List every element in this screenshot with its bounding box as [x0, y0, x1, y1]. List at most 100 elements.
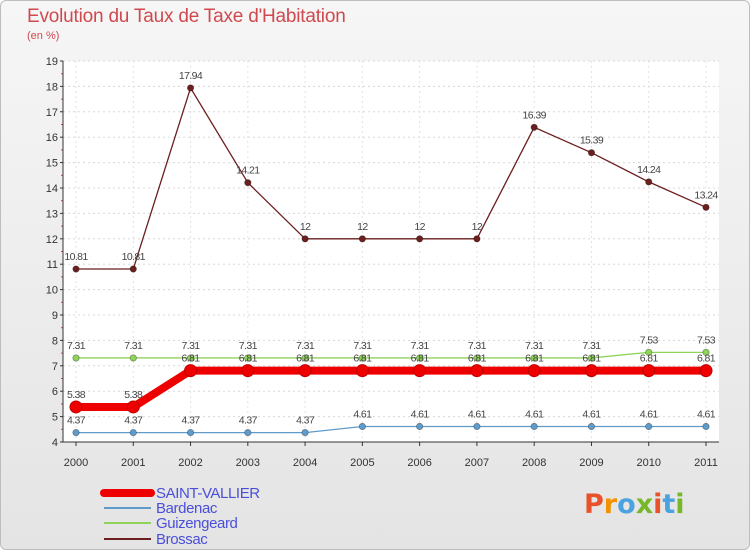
data-label: 6.81 [697, 353, 716, 365]
legend-label: Bardenac [156, 500, 218, 517]
point-saint-vallier [699, 364, 713, 378]
data-label: 7.31 [124, 340, 143, 352]
data-label: 10.81 [122, 251, 146, 263]
data-label: 6.81 [239, 353, 258, 365]
data-label: 6.81 [468, 353, 487, 365]
point-bardenac [416, 422, 424, 431]
point-brossac [358, 235, 366, 243]
y-tick-label: 4 [52, 437, 58, 449]
chart-subtitle: (en %) [27, 30, 60, 42]
point-bardenac [301, 429, 309, 437]
point-saint-vallier [413, 364, 427, 378]
data-label: 6.81 [411, 353, 430, 365]
y-tick-label: 11 [47, 259, 58, 271]
data-label: 7.31 [239, 340, 258, 352]
data-labels: 5.38 5.38 6.81 6.81 6.81 6.81 6.81 6.81 6.81 6.81… [64, 70, 719, 427]
x-tick-label: 2002 [178, 457, 202, 469]
data-label: 4.37 [67, 415, 86, 427]
point-guizengeard [587, 354, 596, 362]
data-label: 4.61 [697, 409, 716, 421]
data-label: 7.31 [353, 340, 372, 352]
data-label: 17.94 [179, 70, 203, 82]
point-saint-vallier [584, 364, 598, 378]
data-label: 12 [472, 221, 483, 233]
y-tick-label: 16 [46, 132, 58, 144]
data-label: 7.31 [525, 340, 544, 352]
data-label: 7.31 [182, 340, 201, 352]
y-tick-label: 9 [52, 310, 58, 322]
data-label: 6.81 [296, 353, 315, 365]
point-bardenac [244, 429, 252, 437]
point-bardenac [129, 429, 137, 437]
point-saint-vallier [69, 400, 83, 414]
point-brossac [587, 149, 596, 157]
series-line-guizengeard [75, 351, 707, 359]
point-guizengeard [301, 354, 309, 362]
data-label: 13.24 [694, 189, 718, 201]
data-label: 12 [357, 221, 368, 233]
y-tick-label: 17 [46, 107, 58, 119]
data-label: 5.38 [67, 389, 86, 401]
x-tick-label: 2005 [350, 457, 374, 469]
x-tick-label: 2011 [694, 457, 718, 469]
legend-label: SAINT-VALLIER [156, 485, 260, 502]
y-tick-label: 5 [52, 412, 58, 424]
legend-label: Guizengeard [156, 515, 238, 532]
point-guizengeard [186, 354, 195, 362]
point-guizengeard [473, 354, 481, 362]
point-guizengeard [530, 354, 538, 362]
legend-label: Brossac [156, 531, 208, 548]
x-tick-label: 2010 [636, 457, 660, 469]
point-brossac [244, 179, 252, 187]
y-tick-label: 12 [46, 234, 58, 246]
data-label: 7.53 [640, 334, 659, 346]
logo-letter: o [617, 489, 636, 520]
point-bardenac [530, 422, 538, 431]
y-tick-label: 7 [52, 361, 58, 373]
x-tick-label: 2001 [121, 457, 145, 469]
data-label: 7.31 [67, 340, 86, 352]
data-label: 7.31 [411, 340, 430, 352]
x-tick-label: 2000 [64, 457, 88, 469]
point-bardenac [72, 429, 80, 437]
point-guizengeard [72, 354, 80, 362]
point-guizengeard [702, 348, 710, 356]
logo-letter: i [653, 489, 663, 520]
y-tick-label: 10 [46, 285, 58, 297]
point-bardenac [358, 422, 366, 431]
data-label: 7.31 [296, 340, 315, 352]
series-line-bardenac [75, 425, 707, 434]
x-tick-label: 2004 [293, 457, 317, 469]
point-saint-vallier [527, 364, 541, 378]
point-brossac [129, 265, 137, 273]
data-label: 12 [414, 221, 425, 233]
logo-letter: i [675, 489, 685, 520]
point-brossac [416, 235, 424, 243]
data-label: 6.81 [182, 353, 201, 365]
point-brossac [186, 84, 195, 92]
data-label: 6.81 [525, 353, 544, 365]
point-saint-vallier [298, 364, 312, 378]
point-bardenac [702, 422, 710, 431]
data-label: 4.61 [640, 409, 659, 421]
y-tick-label: 15 [46, 158, 58, 170]
point-bardenac [473, 422, 481, 431]
y-tick-label: 18 [46, 81, 58, 93]
point-bardenac [587, 422, 596, 431]
point-saint-vallier [470, 364, 484, 378]
point-saint-vallier [184, 364, 198, 378]
data-label: 15.39 [580, 135, 604, 147]
proxiti-logo: Proxiti [584, 489, 685, 520]
data-label: 5.38 [124, 389, 143, 401]
axes: 4 5 6 7 8 9 10 11 12 13 14 15 16 17 18 19 2000 2001 2002 20… [46, 56, 719, 469]
x-tick-label: 2003 [236, 457, 260, 469]
series-group [69, 84, 713, 437]
logo-letter: r [603, 489, 618, 520]
data-label: 16.39 [523, 109, 547, 121]
y-tick-label: 19 [46, 56, 58, 68]
x-tick-label: 2008 [522, 457, 546, 469]
y-tick-label: 14 [46, 183, 58, 195]
point-guizengeard [244, 354, 252, 362]
